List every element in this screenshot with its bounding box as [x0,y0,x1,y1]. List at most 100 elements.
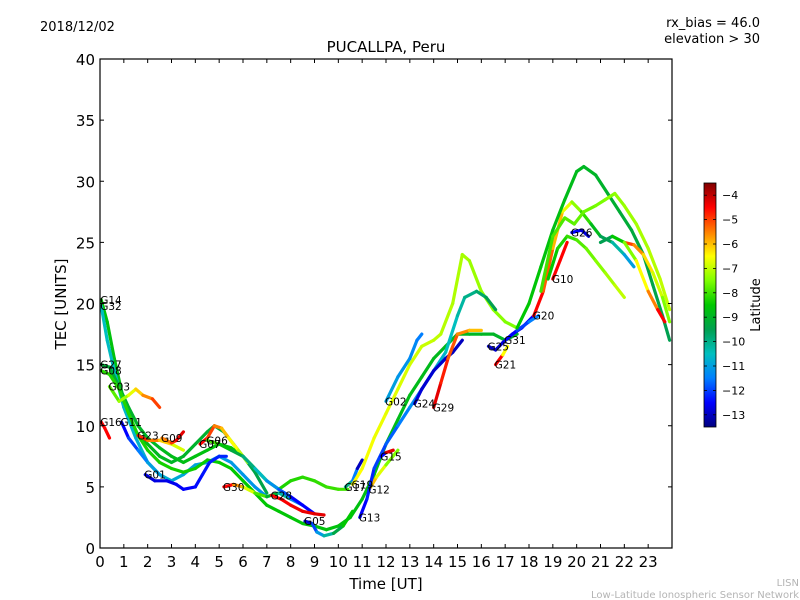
satellite-track-g09 [160,430,185,445]
track-segment [332,524,345,535]
x-tick-label: 22 [615,553,634,571]
track-segment [301,475,317,483]
track-segment [136,448,150,464]
track-segment [408,338,419,361]
track-segment [656,308,667,324]
y-tick-label: 35 [76,112,95,130]
x-tick-label: 6 [238,553,248,571]
track-segment [181,466,197,474]
track-segment [455,328,471,336]
track-segment [451,338,464,354]
track-segment [265,479,281,491]
track-segment [241,473,257,489]
track-segment [358,497,369,520]
satellite-label: G15 [380,451,402,463]
x-tick-label: 3 [167,553,177,571]
track-segment [432,356,448,373]
track-segment [312,479,328,489]
satellite-track-g11 [119,420,162,477]
track-segment [651,283,665,318]
satellite-label: G09 [161,433,183,445]
track-segment [541,246,555,293]
colorbar-tick-label: −12 [722,384,745,397]
track-segment [515,320,531,332]
track-segment [158,473,174,483]
satellite-track-g29 [432,328,483,409]
track-segment [158,454,174,464]
satellite-label: G20 [533,311,555,323]
track-segment [208,454,221,464]
track-segment [594,173,610,196]
track-segment [641,253,655,275]
x-tick-label: 2 [143,553,153,571]
x-tick-label: 23 [639,553,658,571]
track-segment [119,420,131,440]
track-segment [494,341,505,352]
track-segment [160,436,174,445]
x-tick-label: 5 [214,553,224,571]
track-segment [322,531,336,538]
colorbar-tick-label: −13 [722,409,745,422]
y-tick-label: 10 [76,418,95,436]
track-segment [169,473,185,483]
track-segment [451,253,464,306]
satellite-label: G03 [109,382,130,394]
track-segment [415,332,424,342]
track-segment [634,259,650,293]
track-segment [103,426,112,440]
satellite-label: G31 [504,335,525,347]
y-tick-label: 30 [76,173,95,191]
track-segment [127,436,140,452]
x-tick-label: 12 [376,553,395,571]
track-segment [396,405,412,428]
track-segment [107,385,121,403]
x-tick-label: 19 [543,553,562,571]
track-segment [341,509,355,528]
track-segment [158,446,174,458]
x-tick-label: 10 [329,553,348,571]
track-segment [99,304,109,342]
colorbar-tick-label: −10 [722,336,745,349]
track-segment [127,405,140,428]
track-segment [396,356,412,379]
track-segment [660,295,672,324]
track-segment [617,210,634,232]
track-segment [355,458,364,471]
track-segment [217,460,233,471]
track-segment [324,524,340,532]
satellite-track-g15 [379,448,395,458]
track-segment [484,295,498,312]
track-segment [539,228,555,269]
colorbar-label: Latitude [749,278,764,332]
track-segment [420,369,436,391]
track-segment [515,301,531,330]
track-segment [384,448,400,467]
satellite-label: G14 [100,295,122,307]
track-segment [193,430,209,446]
x-axis-label: Time [UT] [348,575,422,593]
track-segment [193,458,209,471]
satellite-track-g16 [99,420,112,440]
satellite-label: G05 [304,516,326,528]
track-segment [575,238,588,251]
satellite-label: G06 [206,435,228,447]
track-segment [217,442,233,452]
colorbar-tick-label: −8 [722,287,738,300]
track-segment [279,497,293,507]
track-segment [227,436,240,452]
track-segment [205,438,221,446]
track-segment [610,234,626,244]
track-segment [270,493,283,501]
track-segment [253,466,269,483]
track-segment [158,460,174,471]
track-segment [384,448,395,455]
colorbar-ticks: −4 −5 −6 −7 −8 −9 −10 −11 −12 −13 [704,189,745,422]
track-segment [200,460,212,477]
satellite-label: G32 [100,301,122,313]
track-segment [174,430,185,442]
elevation-label: elevation > 30 [664,32,760,47]
track-segment [122,405,138,440]
track-segment [150,397,162,409]
track-segment [467,259,483,293]
satellite-label: G07 [199,439,221,451]
